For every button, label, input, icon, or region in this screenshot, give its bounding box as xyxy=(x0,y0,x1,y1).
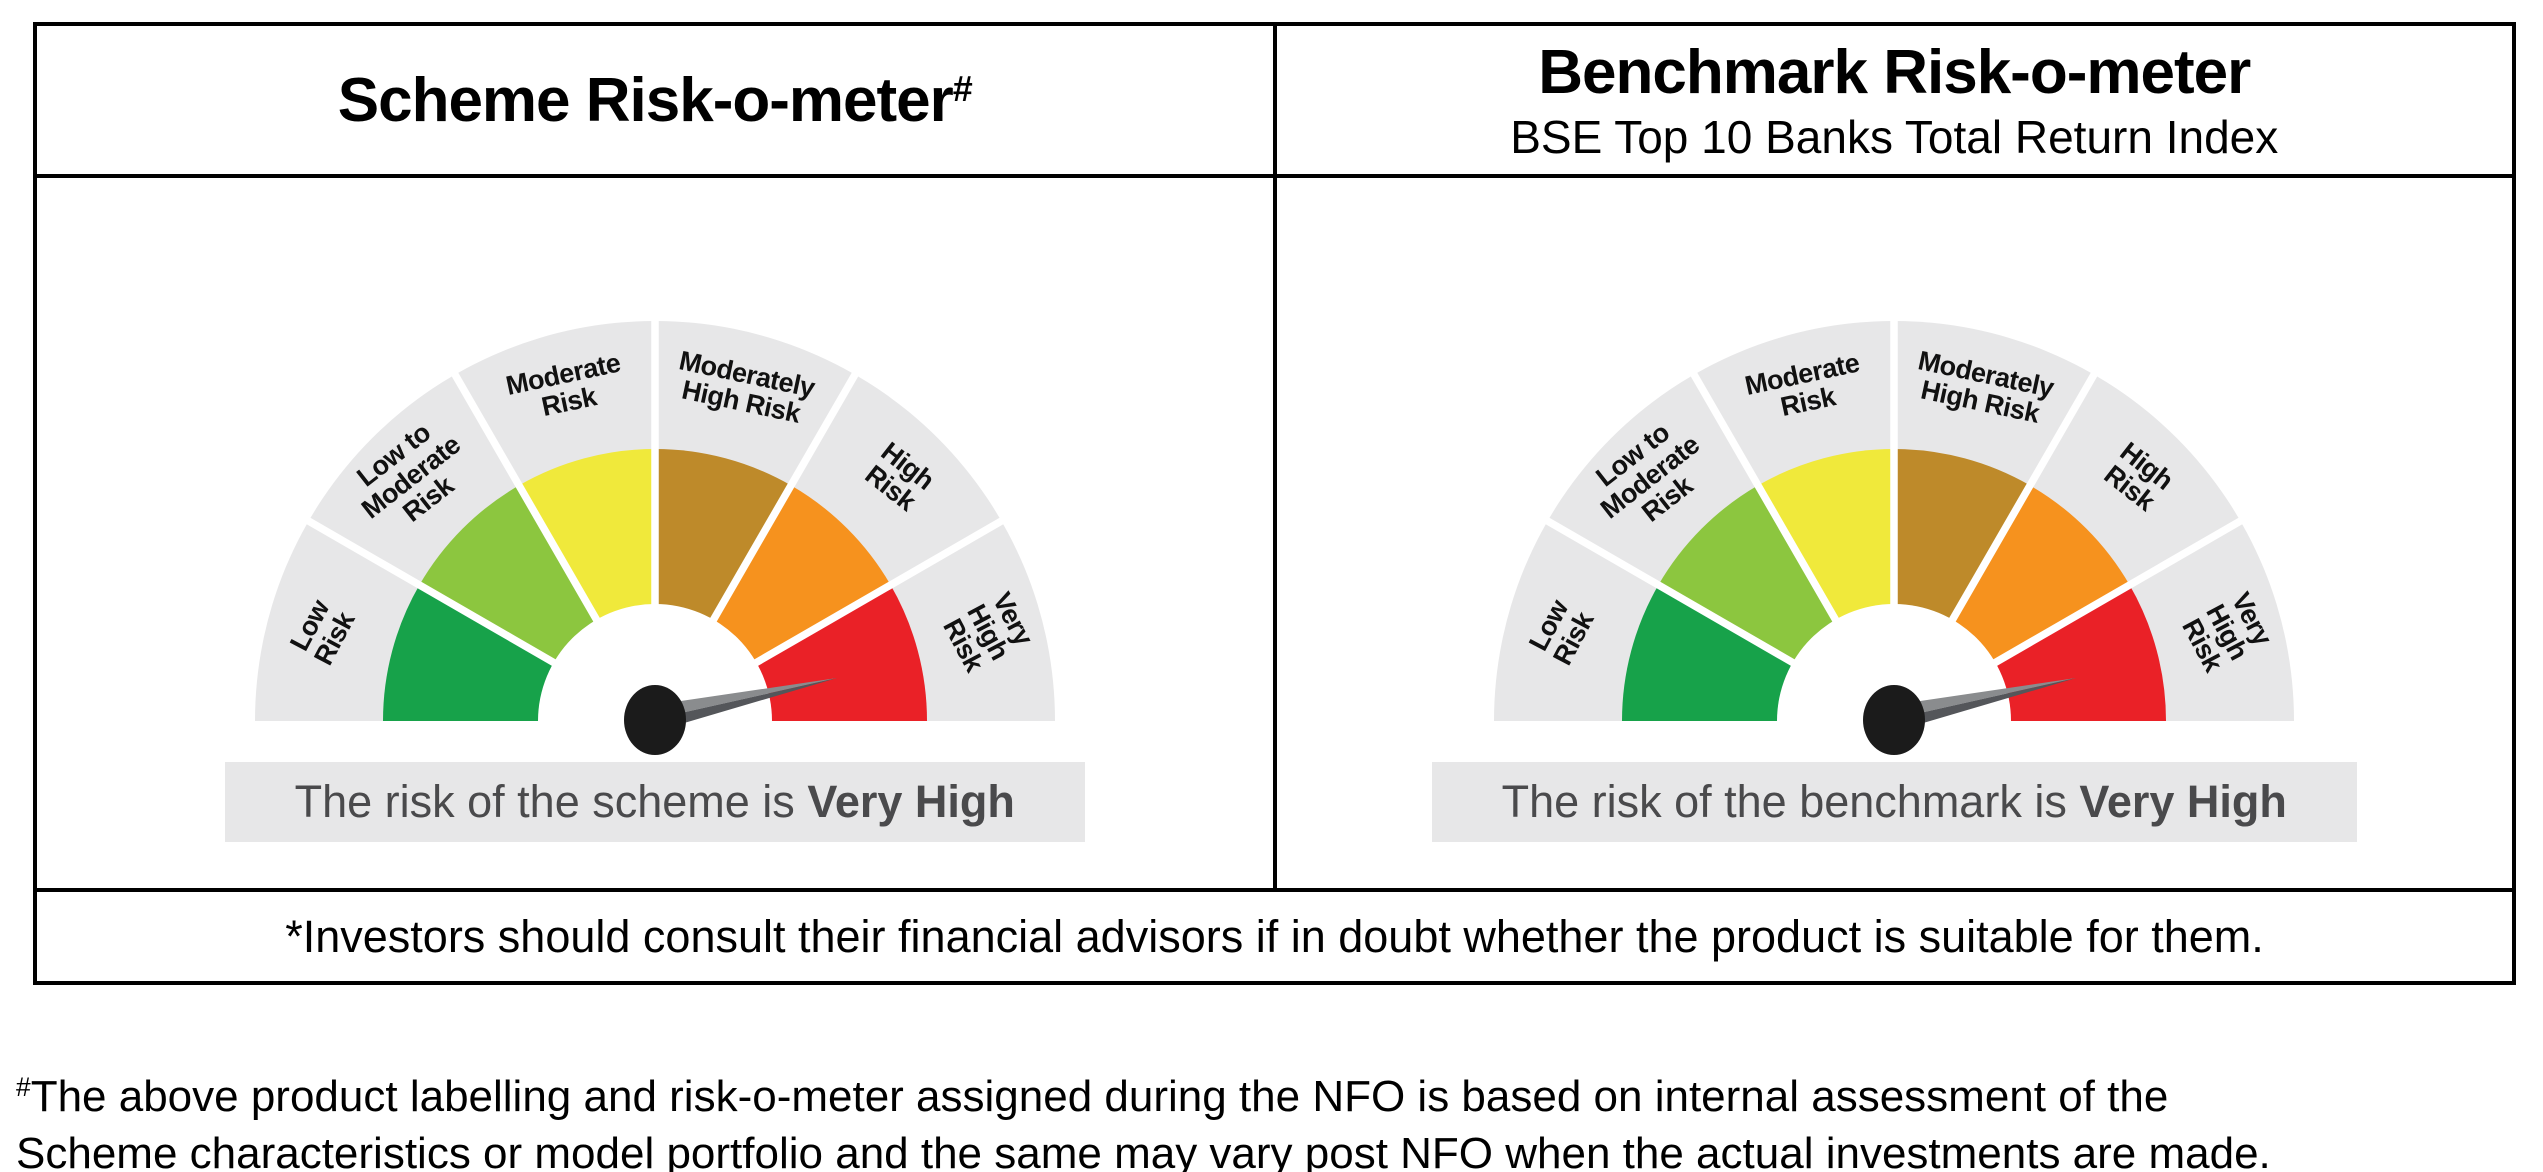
hash-note-text: The above product labelling and risk-o-m… xyxy=(16,1072,2271,1172)
scheme-gauge: Low Risk Low to Moderate Risk Moderate R… xyxy=(225,266,1085,758)
scheme-risk-level: Very High xyxy=(807,776,1015,827)
benchmark-header-cell: Benchmark Risk-o-meter BSE Top 10 Banks … xyxy=(1277,26,2513,174)
investor-footnote-text: *Investors should consult their financia… xyxy=(285,910,2264,962)
benchmark-risk-caption: The risk of the benchmark is Very High xyxy=(1431,762,2357,842)
scheme-caption-text: The risk of the scheme is xyxy=(294,776,808,827)
benchmark-gauge: Low Risk Low to Moderate Risk Moderate R… xyxy=(1464,266,2324,758)
benchmark-caption-text: The risk of the benchmark is xyxy=(1501,776,2080,827)
benchmark-title: Benchmark Risk-o-meter xyxy=(1538,37,2251,107)
benchmark-gauge-cell: Low Risk Low to Moderate Risk Moderate R… xyxy=(1277,178,2513,888)
needle-upper-half xyxy=(651,678,837,719)
scheme-risk-caption: The risk of the scheme is Very High xyxy=(224,762,1085,842)
benchmark-risk-level: Very High xyxy=(2079,776,2287,827)
scheme-gauge-svg xyxy=(254,317,1055,758)
needle-pivot xyxy=(623,685,686,755)
riskometer-table: Scheme Risk-o-meter# Benchmark Risk-o-me… xyxy=(33,22,2516,985)
scheme-title-superscript: # xyxy=(952,67,973,109)
gauge-center-hole xyxy=(537,604,772,758)
needle-lower-half xyxy=(1895,678,2077,731)
hash-note-marker: # xyxy=(16,1072,31,1103)
needle-upper-half xyxy=(1891,678,2077,719)
needle-lower-half xyxy=(656,678,837,731)
scheme-title: Scheme Risk-o-meter# xyxy=(337,65,973,136)
benchmark-subtitle: BSE Top 10 Banks Total Return Index xyxy=(1510,110,2279,163)
scheme-title-text: Scheme Risk-o-meter xyxy=(337,65,954,135)
gauges-row: Low Risk Low to Moderate Risk Moderate R… xyxy=(37,178,2512,888)
needle-pivot xyxy=(1863,685,1926,755)
investor-footnote: *Investors should consult their financia… xyxy=(37,888,2512,981)
gauge-center-hole xyxy=(1777,604,2012,758)
scheme-header-cell: Scheme Risk-o-meter# xyxy=(37,26,1277,174)
scheme-gauge-cell: Low Risk Low to Moderate Risk Moderate R… xyxy=(37,178,1277,888)
header-row: Scheme Risk-o-meter# Benchmark Risk-o-me… xyxy=(37,26,2512,178)
benchmark-gauge-svg xyxy=(1494,317,2295,758)
hash-note: #The above product labelling and risk-o-… xyxy=(16,1068,2531,1172)
